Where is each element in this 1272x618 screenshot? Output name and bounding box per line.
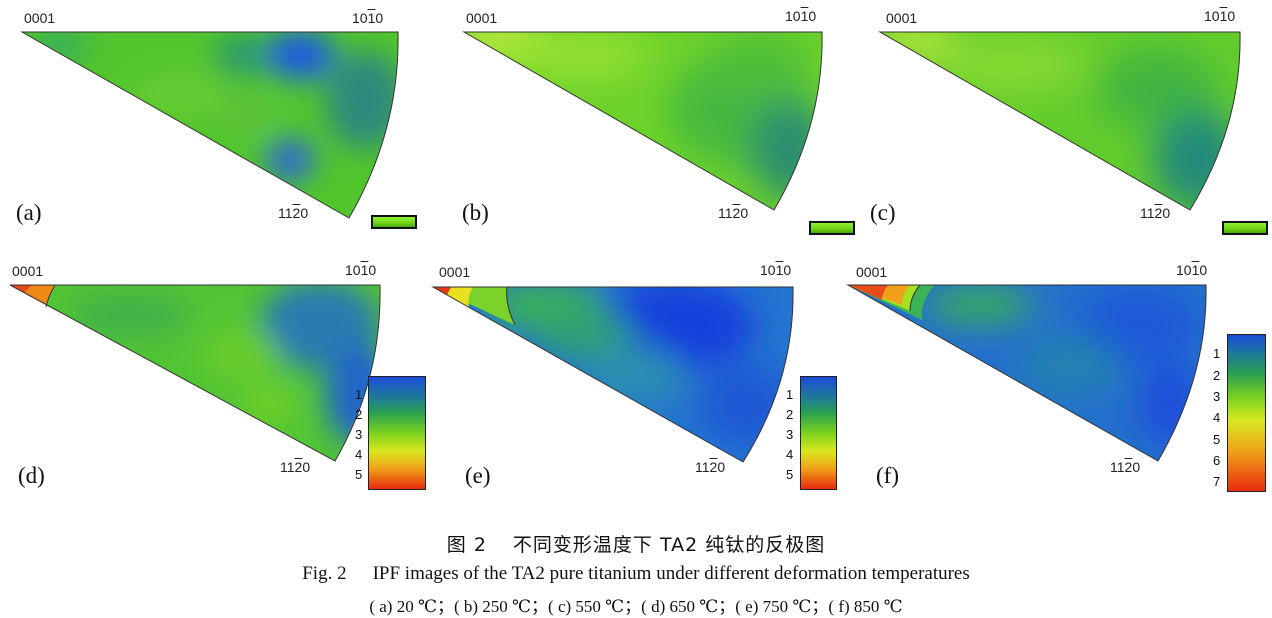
legend-tick: 5: [355, 467, 363, 482]
color-legend-e: 1 2 3 4 5: [786, 376, 837, 490]
figure-number-en: Fig. 2: [302, 563, 347, 584]
legend-tick: 6: [1213, 453, 1221, 468]
figure-caption-english: Fig. 2 IPF images of the TA2 pure titaniu…: [0, 563, 1272, 585]
corner-10-10: 1010: [785, 8, 817, 24]
color-scale-bar-c: [1222, 221, 1268, 235]
legend-tick: 2: [786, 407, 794, 422]
panel-label-c: (c): [870, 200, 896, 225]
ipf-triangle-a: [20, 31, 399, 219]
legend-tick: 4: [355, 447, 363, 462]
ipf-triangle-b: [462, 31, 823, 211]
corner-10-10: 1010: [345, 262, 377, 278]
ipf-panel-a: 0001 1010 1120 (a): [0, 0, 440, 245]
panel-label-f: (f): [876, 463, 899, 488]
corner-10-10: 1010: [1204, 8, 1236, 24]
legend-tick: 4: [786, 447, 794, 462]
color-legend-d: 1 2 3 4 5: [355, 376, 426, 490]
corner-10-10: 1010: [352, 10, 384, 26]
panel-label-a: (a): [16, 200, 42, 225]
legend-tick: 5: [1213, 432, 1221, 447]
corner-0001: 0001: [24, 10, 56, 26]
legend-tick: 5: [786, 467, 794, 482]
ipf-triangle-f: [846, 284, 1207, 462]
legend-tick: 2: [1213, 368, 1221, 383]
ipf-triangle-d: [9, 284, 381, 462]
legend-tick: 2: [355, 407, 363, 422]
corner-0001: 0001: [856, 264, 888, 280]
ipf-triangle-e: [431, 286, 794, 463]
color-scale-bar-b: [809, 221, 855, 235]
legend-tick: 7: [1213, 474, 1221, 489]
corner-11-20: 1120: [695, 459, 726, 475]
ipf-panel-b: 0001 1010 1120 (b): [440, 0, 880, 245]
legend-tick: 1: [355, 387, 363, 402]
legend-tick: 3: [1213, 389, 1221, 404]
panel-label-e: (e): [465, 463, 491, 488]
legend-tick: 1: [786, 387, 794, 402]
legend-tick: 4: [1213, 410, 1221, 425]
ipf-panel-d: 0001 1010 1120 (d) 1 2 3 4 5: [0, 255, 440, 505]
corner-11-20: 1120: [280, 459, 311, 475]
ipf-triangle-c: [878, 31, 1241, 211]
corner-10-10: 1010: [760, 262, 792, 278]
figure-title-cn: 不同变形温度下 TA2 纯钛的反极图: [512, 534, 826, 556]
figure-caption-chinese: 图 2 不同变形温度下 TA2 纯钛的反极图: [0, 530, 1272, 557]
panel-label-d: (d): [18, 463, 45, 488]
legend-tick: 1: [1213, 346, 1221, 361]
color-legend-bar: [800, 376, 837, 490]
corner-11-20: 1120: [278, 205, 309, 221]
corner-11-20: 1120: [1140, 205, 1171, 221]
color-legend-bar: [1227, 334, 1266, 492]
ipf-panel-e: 0001 1010 1120 (e) 1 2 3 4 5: [425, 255, 855, 505]
corner-0001: 0001: [466, 10, 498, 26]
ipf-panel-c: 0001 1010 1120 (c): [858, 0, 1272, 245]
panel-label-b: (b): [462, 200, 489, 225]
figure-title-en: IPF images of the TA2 pure titanium unde…: [372, 563, 970, 584]
corner-11-20: 1120: [718, 205, 749, 221]
legend-tick: 3: [355, 427, 363, 442]
color-legend-f: 1 2 3 4 5 6 7: [1213, 334, 1266, 492]
ipf-panel-f: 0001 1010 1120 (f) 1 2 3 4 5 6 7: [840, 255, 1272, 505]
corner-0001: 0001: [12, 263, 44, 279]
figure-subcaption: ( a) 20 ℃；( b) 250 ℃；( c) 550 ℃；( d) 650…: [369, 597, 903, 616]
corner-0001: 0001: [886, 10, 918, 26]
figure-number-cn: 图 2: [446, 534, 487, 556]
color-scale-bar-a: [371, 215, 417, 229]
corner-0001: 0001: [439, 264, 471, 280]
color-legend-bar: [368, 376, 426, 490]
legend-tick: 3: [786, 427, 794, 442]
corner-11-20: 1120: [1110, 459, 1141, 475]
corner-10-10: 1010: [1176, 262, 1208, 278]
